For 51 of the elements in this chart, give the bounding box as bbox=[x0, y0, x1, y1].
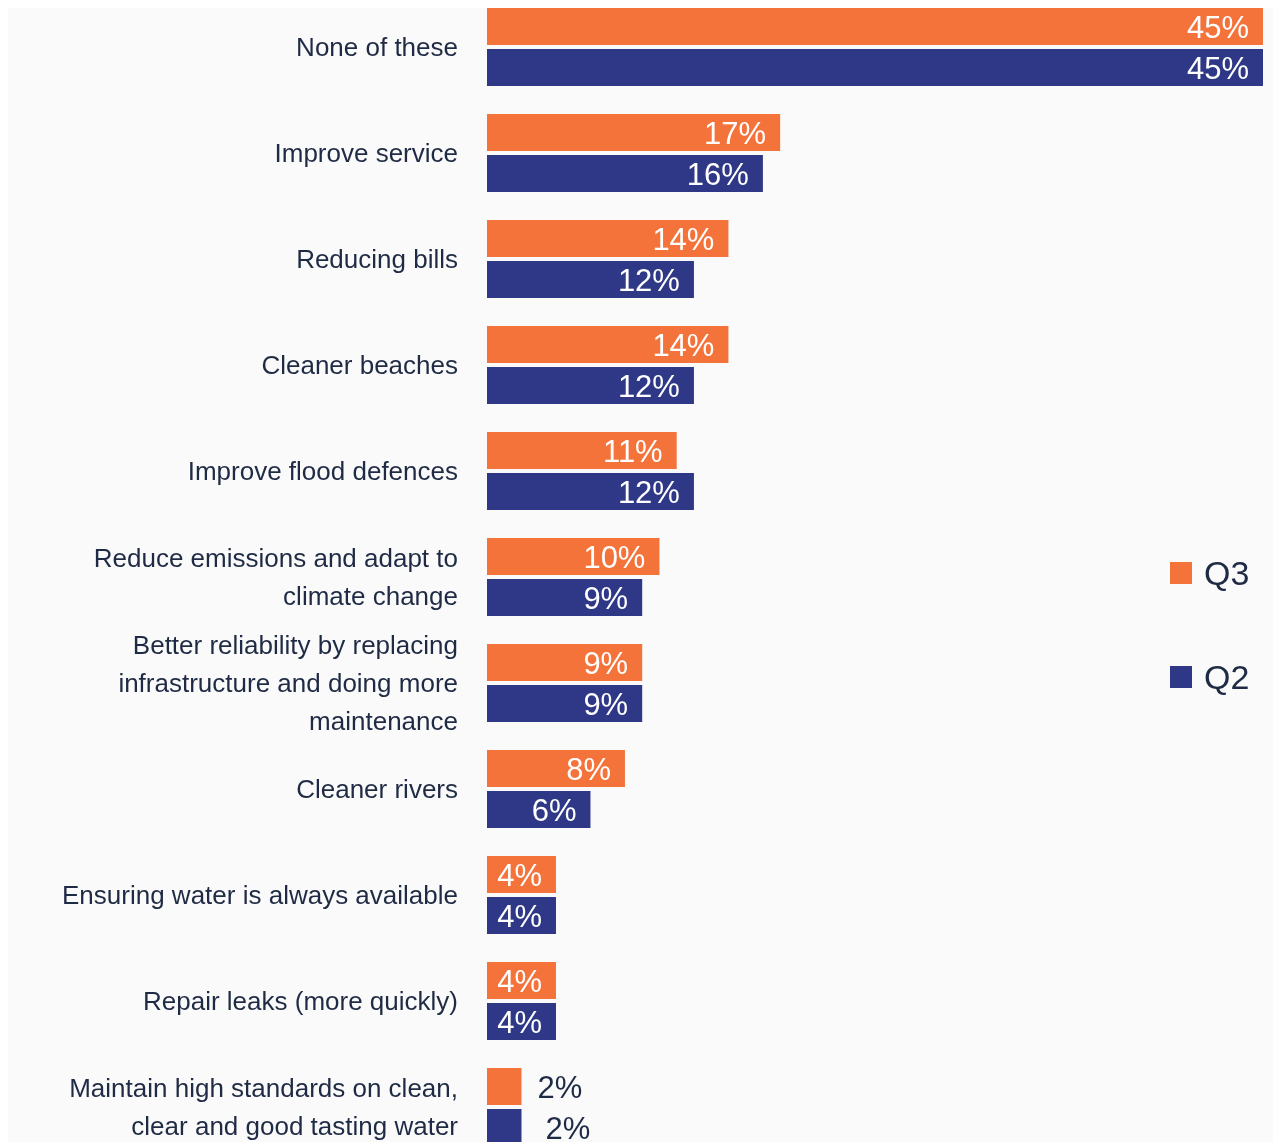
legend-label: Q2 bbox=[1204, 658, 1250, 696]
data-label: 2% bbox=[545, 1110, 591, 1142]
data-label: 14% bbox=[652, 221, 715, 257]
bar bbox=[487, 579, 643, 616]
data-label: 16% bbox=[686, 156, 749, 192]
y-tick-label: Cleaner beaches bbox=[261, 350, 458, 380]
bar bbox=[487, 8, 1263, 45]
data-label: 9% bbox=[583, 580, 629, 616]
y-tick-label: Improve flood defences bbox=[187, 456, 458, 486]
data-label: 14% bbox=[652, 327, 715, 363]
data-label: 45% bbox=[1186, 50, 1249, 86]
y-tick-label: Reducing bills bbox=[296, 244, 458, 274]
data-label: 4% bbox=[497, 857, 542, 893]
data-label: 9% bbox=[583, 645, 629, 681]
bar bbox=[487, 538, 660, 575]
data-label: 10% bbox=[583, 539, 646, 575]
bar bbox=[487, 326, 729, 363]
data-label: 12% bbox=[617, 474, 680, 510]
y-tick-label: Reduce emissions and adapt to climate change bbox=[93, 543, 458, 611]
bar bbox=[487, 155, 763, 192]
data-label: 8% bbox=[566, 751, 611, 787]
data-label: 4% bbox=[497, 1004, 542, 1040]
bar bbox=[487, 114, 781, 151]
bar bbox=[487, 1068, 522, 1105]
data-label: 4% bbox=[497, 963, 542, 999]
y-tick-label: Repair leaks (more quickly) bbox=[143, 986, 458, 1016]
data-label: 4% bbox=[497, 898, 542, 934]
y-tick-label: Maintain high standards on clean, clear and good tasting water bbox=[69, 1073, 459, 1141]
data-label: 12% bbox=[617, 262, 680, 298]
bar bbox=[487, 261, 694, 298]
data-label: 17% bbox=[704, 115, 767, 151]
y-tick-label: Improve service bbox=[274, 138, 458, 168]
legend-label: Q3 bbox=[1204, 554, 1250, 592]
y-tick-label: Better reliability by replacing infrastructure and doing more maintenance bbox=[118, 630, 458, 736]
bar bbox=[487, 367, 694, 404]
y-tick-label: Ensuring water is always available bbox=[62, 880, 458, 910]
data-label: 9% bbox=[583, 686, 629, 722]
bar bbox=[487, 432, 677, 469]
data-label: 45% bbox=[1186, 9, 1249, 45]
bar bbox=[487, 473, 694, 510]
data-label: 12% bbox=[617, 368, 680, 404]
bar bbox=[487, 685, 643, 722]
bar bbox=[487, 644, 643, 681]
data-label: 11% bbox=[602, 433, 663, 469]
data-label: 6% bbox=[531, 792, 577, 828]
data-label: 2% bbox=[537, 1069, 583, 1105]
y-tick-label: None of these bbox=[296, 32, 458, 62]
bar bbox=[487, 49, 1263, 86]
bar bbox=[487, 220, 729, 257]
y-tick-label: Cleaner rivers bbox=[296, 774, 458, 804]
bar bbox=[487, 750, 625, 787]
